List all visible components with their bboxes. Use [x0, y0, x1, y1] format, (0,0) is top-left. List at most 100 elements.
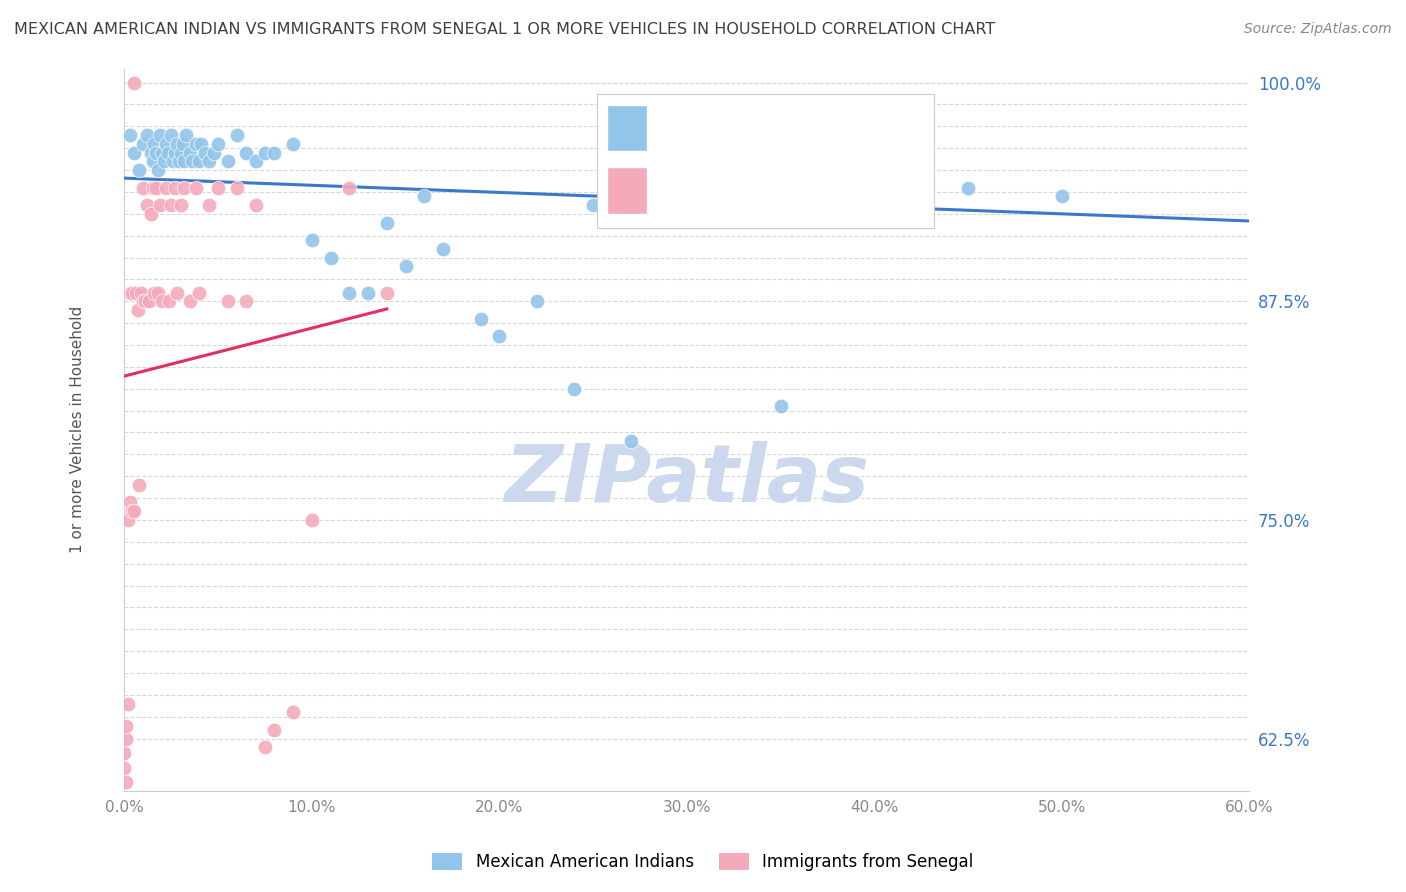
Point — [141, 154, 163, 169]
Point — [132, 180, 155, 194]
Point — [225, 128, 247, 142]
Point — [184, 180, 207, 194]
Point — [146, 163, 169, 178]
Point — [235, 294, 257, 309]
Point — [112, 762, 135, 776]
Point — [217, 294, 239, 309]
Point — [301, 513, 323, 527]
Point — [337, 180, 360, 194]
Point — [141, 180, 163, 194]
Point — [134, 294, 156, 309]
Point — [160, 198, 183, 212]
Point — [180, 154, 202, 169]
Point — [160, 128, 183, 142]
Point — [173, 154, 195, 169]
Point — [143, 285, 166, 300]
Point — [150, 294, 173, 309]
Point — [118, 128, 141, 142]
Point — [132, 294, 155, 309]
Point — [157, 294, 180, 309]
Point — [155, 180, 177, 194]
Point — [281, 706, 304, 720]
Point — [121, 504, 143, 518]
Point — [115, 731, 138, 746]
Point — [155, 136, 177, 151]
Point — [245, 198, 267, 212]
Point — [149, 128, 172, 142]
Point — [139, 145, 162, 160]
Point — [197, 198, 219, 212]
Point — [162, 154, 184, 169]
Point — [145, 145, 167, 160]
Point — [253, 740, 276, 755]
Text: ZIPatlas: ZIPatlas — [505, 442, 869, 519]
Point — [217, 154, 239, 169]
Point — [957, 180, 980, 194]
Text: Source: ZipAtlas.com: Source: ZipAtlas.com — [1244, 22, 1392, 37]
Point — [245, 154, 267, 169]
Point — [152, 154, 174, 169]
Point — [135, 128, 157, 142]
Point — [128, 163, 150, 178]
Point — [235, 145, 257, 160]
Point — [179, 145, 201, 160]
Point — [207, 180, 229, 194]
Point — [413, 189, 436, 203]
Point — [149, 198, 172, 212]
Point — [138, 294, 160, 309]
Point — [124, 285, 146, 300]
Text: MEXICAN AMERICAN INDIAN VS IMMIGRANTS FROM SENEGAL 1 OR MORE VEHICLES IN HOUSEHO: MEXICAN AMERICAN INDIAN VS IMMIGRANTS FR… — [14, 22, 995, 37]
Point — [122, 504, 145, 518]
Point — [146, 285, 169, 300]
Point — [253, 145, 276, 160]
Point — [863, 189, 886, 203]
Point — [357, 285, 380, 300]
Point — [207, 136, 229, 151]
Point — [470, 311, 492, 326]
Point — [169, 198, 191, 212]
Point — [174, 128, 197, 142]
Point — [127, 303, 149, 318]
Point — [112, 746, 135, 760]
Point — [173, 180, 195, 194]
Point — [620, 434, 643, 449]
Point — [132, 136, 155, 151]
Point — [194, 145, 217, 160]
Point — [145, 180, 167, 194]
Point — [197, 154, 219, 169]
Point — [301, 233, 323, 247]
Point — [118, 495, 141, 509]
Point — [115, 775, 138, 789]
Point — [117, 513, 139, 527]
Point — [769, 399, 792, 413]
Point — [179, 294, 201, 309]
Point — [188, 285, 211, 300]
Point — [166, 136, 188, 151]
Point — [188, 154, 211, 169]
Point — [225, 180, 247, 194]
Point — [167, 154, 190, 169]
Point — [163, 180, 186, 194]
Point — [118, 285, 141, 300]
Point — [117, 697, 139, 711]
Point — [169, 145, 191, 160]
Point — [184, 136, 207, 151]
Point — [166, 285, 188, 300]
Point — [375, 285, 398, 300]
Point — [139, 207, 162, 221]
Point — [128, 478, 150, 492]
Point — [122, 145, 145, 160]
Point — [156, 145, 179, 160]
Point — [122, 76, 145, 90]
Point — [190, 136, 212, 151]
Point — [564, 382, 586, 396]
Point — [172, 136, 194, 151]
Point — [263, 145, 285, 160]
Point — [526, 294, 548, 309]
Point — [135, 198, 157, 212]
Point — [676, 198, 699, 212]
Point — [163, 145, 186, 160]
Point — [375, 215, 398, 229]
Point — [1050, 189, 1073, 203]
Point — [202, 145, 225, 160]
